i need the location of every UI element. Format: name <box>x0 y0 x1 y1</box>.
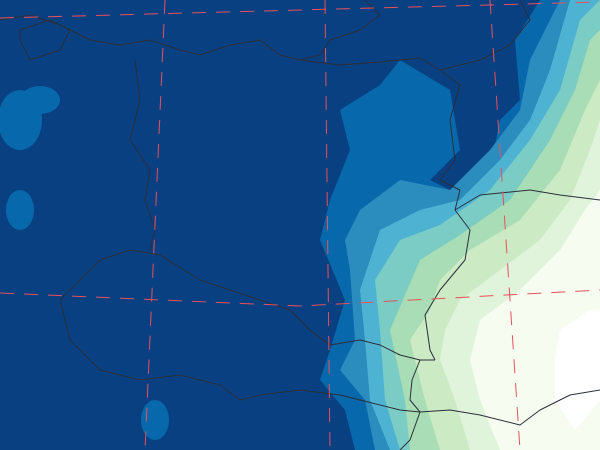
contour-blob-3 <box>141 400 169 440</box>
border-belarus <box>454 189 600 211</box>
graticule-lat-2 <box>0 289 600 307</box>
border-west <box>129 59 156 251</box>
border-islands <box>19 19 71 61</box>
border-poland-east <box>424 189 471 361</box>
coastline-east <box>299 57 461 191</box>
graticule-lon-3 <box>489 0 521 450</box>
graticule-lat-1 <box>0 1 600 19</box>
border-baltic <box>439 0 531 71</box>
contour-band-10 <box>555 310 600 430</box>
graticule-lon-1 <box>144 0 166 450</box>
border-slovakia <box>399 359 421 450</box>
contour-blob-2 <box>6 190 34 230</box>
graticule-lon-2 <box>324 0 331 450</box>
coastline-north <box>0 0 381 61</box>
border-south <box>59 299 600 426</box>
contour-blob-4 <box>20 86 60 114</box>
